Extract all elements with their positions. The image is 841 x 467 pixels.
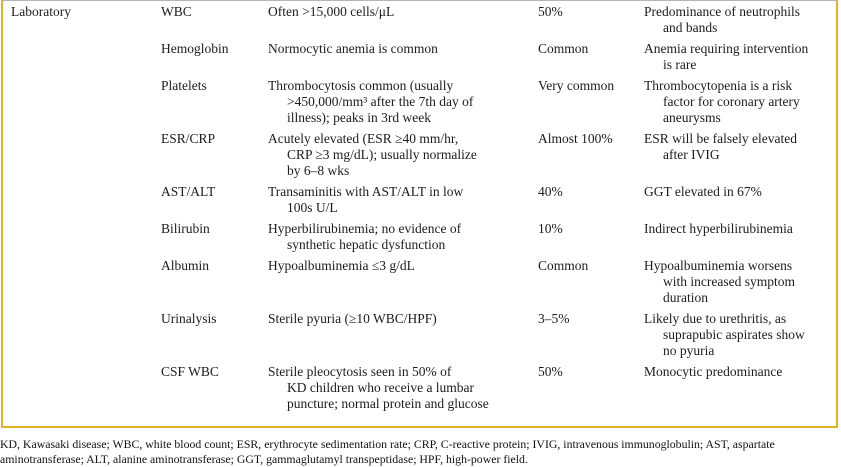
note-cell: Hypoalbuminemia worsens with increased s… <box>644 258 795 305</box>
test-name-cell: WBC <box>161 4 192 19</box>
finding-cell: Often >15,000 cells/μL <box>268 4 395 19</box>
test-name-cell: Albumin <box>161 258 210 273</box>
table-row: Urinalysis Sterile pyuria (≥10 WBC/HPF) … <box>11 311 836 359</box>
category-cell <box>11 221 161 253</box>
frequency-cell: 50% <box>538 4 563 19</box>
note-cell: ESR will be falsely elevated after IVIG <box>644 131 797 162</box>
category-cell <box>11 364 161 412</box>
category-cell: Laboratory <box>11 4 71 19</box>
frequency-cell: 3–5% <box>538 311 570 326</box>
finding-cell: Hypoalbuminemia ≤3 g/dL <box>268 258 415 273</box>
table-row: Bilirubin Hyperbilirubinemia; no evidenc… <box>11 221 836 253</box>
note-cell: Thrombocytopenia is a risk factor for co… <box>644 78 800 125</box>
table-row: Hemoglobin Normocytic anemia is common C… <box>11 41 836 73</box>
finding-cell: Sterile pyuria (≥10 WBC/HPF) <box>268 311 437 326</box>
frequency-cell: Almost 100% <box>538 131 613 146</box>
category-cell <box>11 78 161 126</box>
test-name-cell: CSF WBC <box>161 364 219 379</box>
finding-cell: Transaminitis with AST/ALT in low 100s U… <box>268 184 464 215</box>
frequency-cell: Very common <box>538 78 615 93</box>
table-row: Laboratory WBC Often >15,000 cells/μL 50… <box>11 4 836 36</box>
category-cell <box>11 311 161 359</box>
table-row: AST/ALT Transaminitis with AST/ALT in lo… <box>11 184 836 216</box>
note-cell: GGT elevated in 67% <box>644 184 762 199</box>
category-cell <box>11 131 161 179</box>
test-name-cell: Bilirubin <box>161 221 210 236</box>
test-name-cell: ESR/CRP <box>161 131 216 146</box>
finding-cell: Acutely elevated (ESR ≥40 mm/hr, CRP ≥3 … <box>268 131 477 178</box>
note-cell: Monocytic predominance <box>644 364 783 379</box>
abbreviations-footnote: KD, Kawasaki disease; WBC, white blood c… <box>0 437 775 466</box>
category-cell <box>11 184 161 216</box>
note-cell: Likely due to urethritis, as suprapubic … <box>644 311 805 358</box>
note-cell: Predominance of neutrophils and bands <box>644 4 800 35</box>
table-row: ESR/CRP Acutely elevated (ESR ≥40 mm/hr,… <box>11 131 836 179</box>
test-name-cell: AST/ALT <box>161 184 216 199</box>
frequency-cell: 50% <box>538 364 563 379</box>
lab-findings-table: Laboratory WBC Often >15,000 cells/μL 50… <box>1 0 838 428</box>
frequency-cell: Common <box>538 41 589 56</box>
note-cell: Indirect hyperbilirubinemia <box>644 221 793 236</box>
frequency-cell: Common <box>538 258 589 273</box>
test-name-cell: Urinalysis <box>161 311 217 326</box>
finding-cell: Hyperbilirubinemia; no evidence of synth… <box>268 221 462 252</box>
table-rows: Laboratory WBC Often >15,000 cells/μL 50… <box>11 4 836 412</box>
table-row: CSF WBC Sterile pleocytosis seen in 50% … <box>11 364 836 412</box>
note-cell: Anemia requiring intervention is rare <box>644 41 809 72</box>
table-row: Albumin Hypoalbuminemia ≤3 g/dL Common H… <box>11 258 836 306</box>
finding-cell: Thrombocytosis common (usually >450,000/… <box>268 78 474 125</box>
test-name-cell: Hemoglobin <box>161 41 229 56</box>
frequency-cell: 40% <box>538 184 563 199</box>
category-cell <box>11 258 161 306</box>
category-cell <box>11 41 161 73</box>
frequency-cell: 10% <box>538 221 563 236</box>
finding-cell: Sterile pleocytosis seen in 50% of KD ch… <box>268 364 489 411</box>
finding-cell: Normocytic anemia is common <box>268 41 438 56</box>
table-row: Platelets Thrombocytosis common (usually… <box>11 78 836 126</box>
test-name-cell: Platelets <box>161 78 207 93</box>
